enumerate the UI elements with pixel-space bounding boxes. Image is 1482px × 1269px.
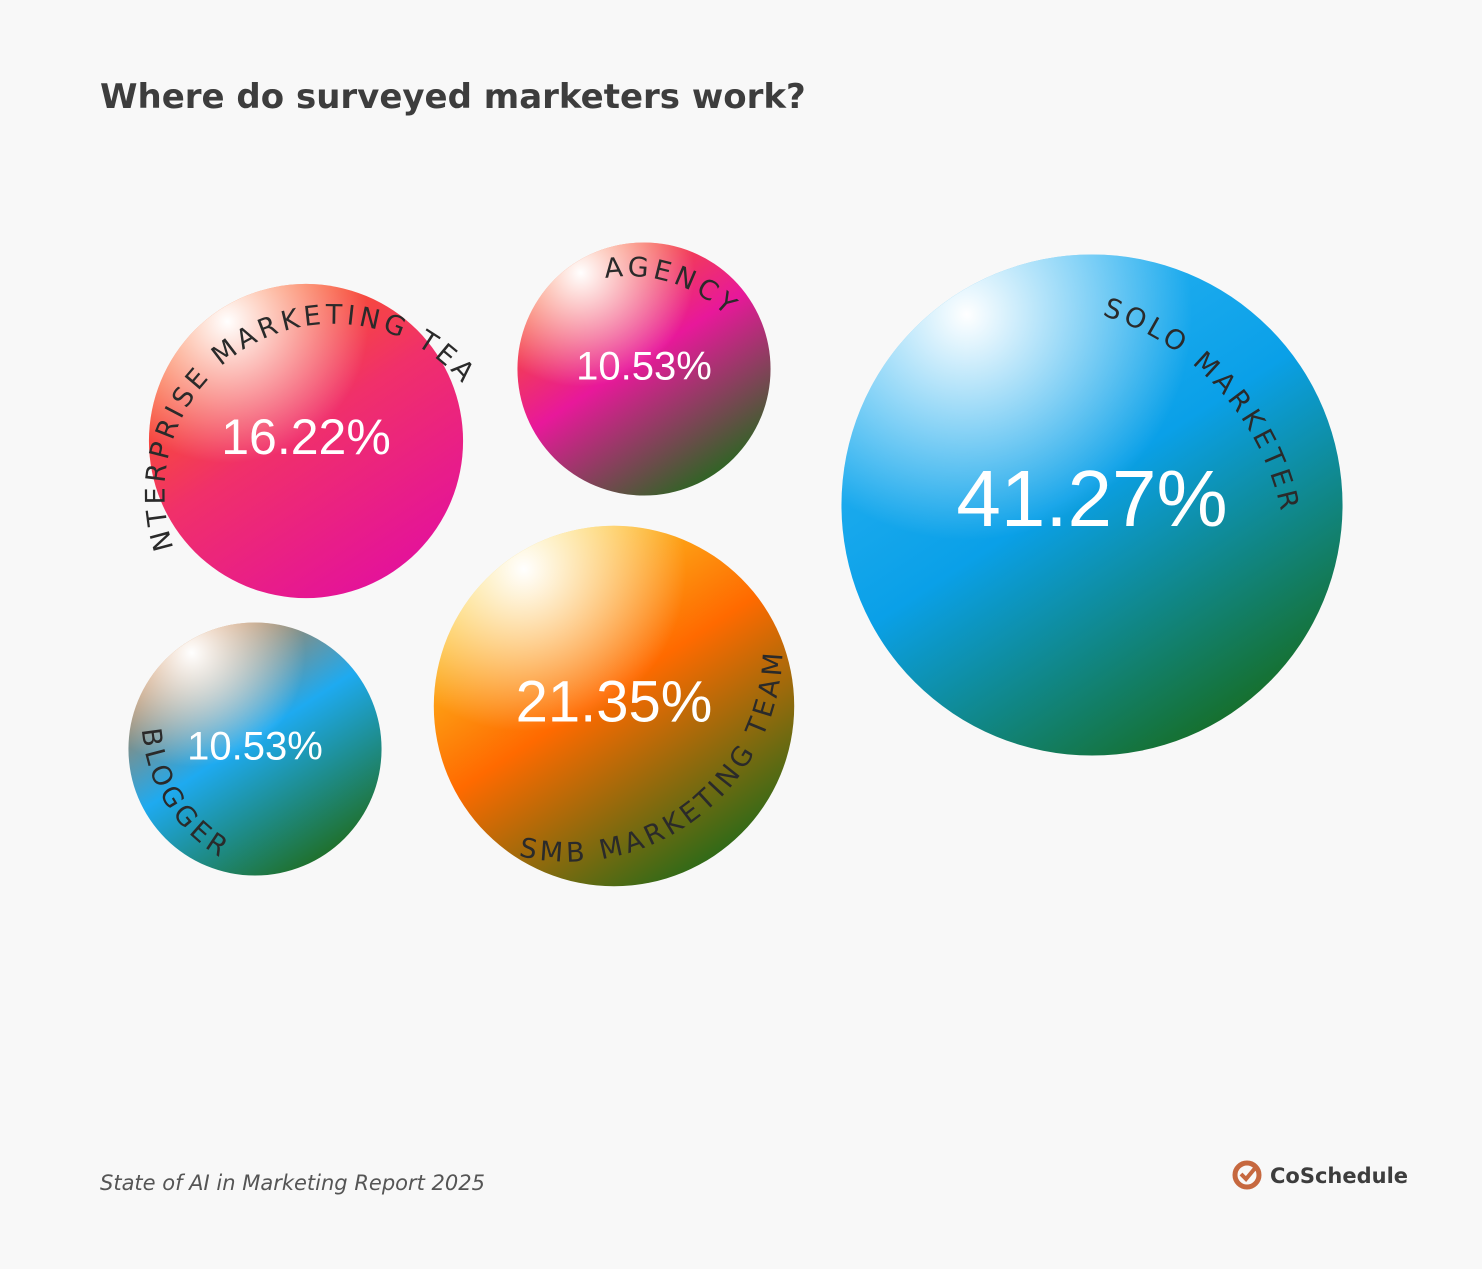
bubble-highlight [148, 283, 464, 599]
bubble-highlight [433, 525, 795, 887]
bubble-highlight [517, 242, 771, 496]
value-label: 16.22% [221, 409, 391, 465]
value-label: 10.53% [576, 345, 712, 389]
brand-logo: CoSchedule [1232, 1160, 1408, 1190]
value-label: 21.35% [516, 669, 713, 734]
source-note: State of AI in Marketing Report 2025 [100, 1171, 485, 1195]
brand-name: CoSchedule [1270, 1164, 1408, 1188]
value-label: 10.53% [187, 725, 323, 769]
logo-check [1239, 1165, 1258, 1182]
bubble-highlight [841, 254, 1343, 756]
value-label: 41.27% [956, 454, 1227, 543]
bubble-highlight [128, 622, 382, 876]
chart-title: Where do surveyed marketers work? [100, 77, 806, 117]
logo-icon [1232, 1160, 1262, 1190]
